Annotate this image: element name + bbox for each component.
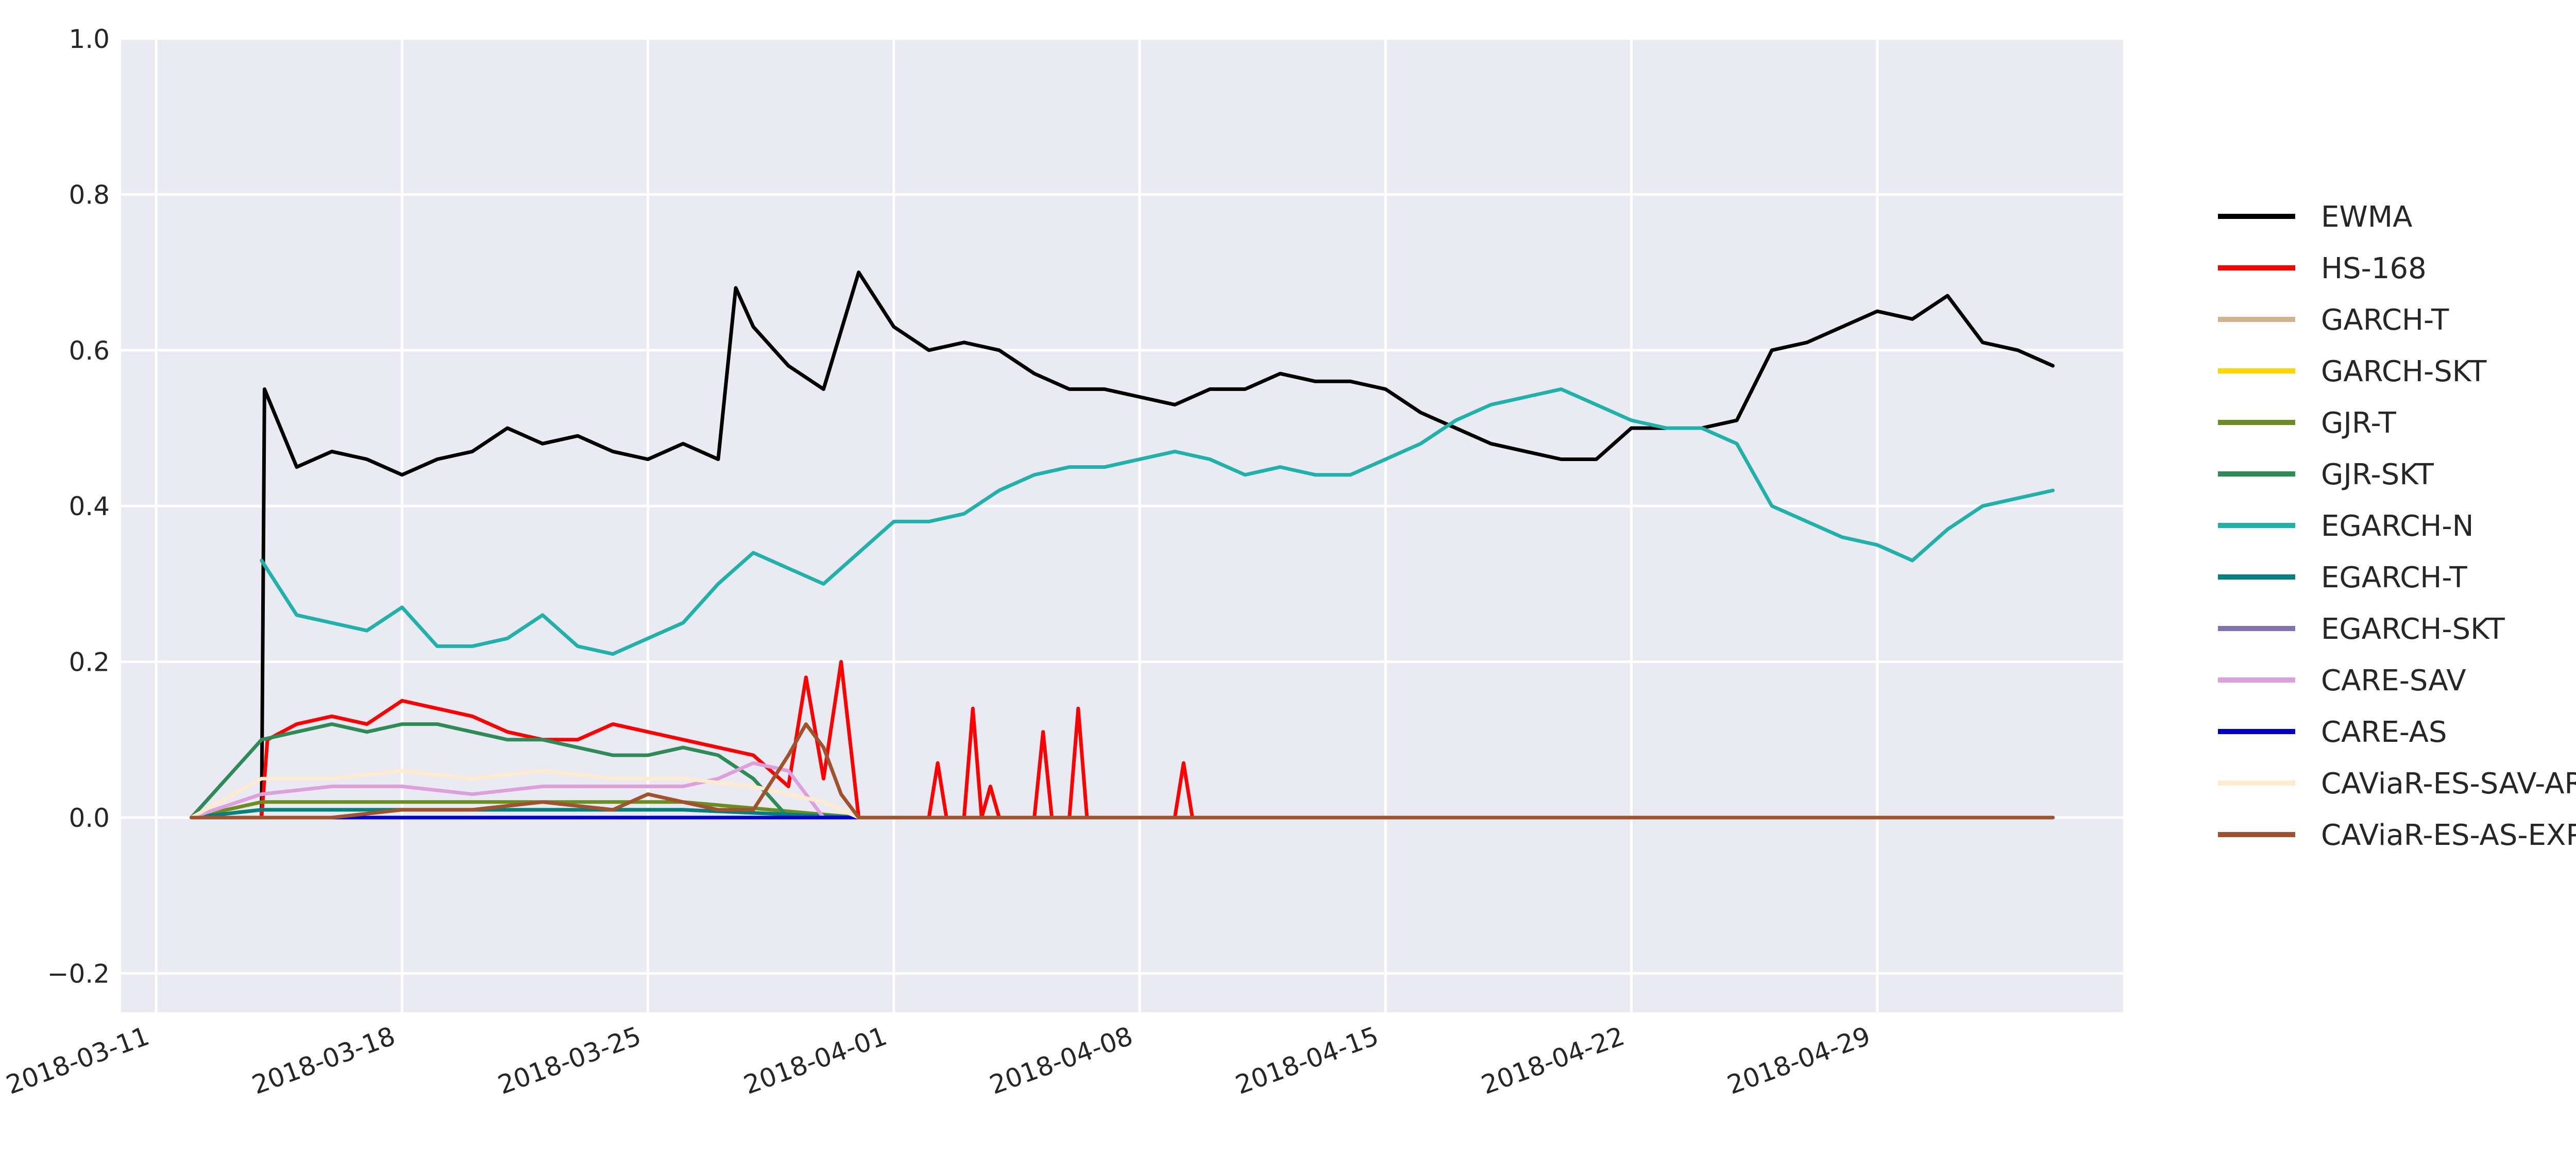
series-line-ewma — [189, 270, 2055, 820]
y-tick-label: 0.2 — [69, 648, 110, 677]
series-line-gjr-skt — [189, 722, 2055, 820]
series-lines — [189, 270, 2055, 820]
x-tick-label: 2018-04-01 — [740, 1021, 891, 1100]
legend-label: EGARCH-SKT — [2321, 613, 2505, 646]
y-tick-label: −0.2 — [47, 959, 110, 989]
x-tick-label: 2018-04-22 — [1478, 1021, 1629, 1100]
plot-background — [121, 39, 2123, 1012]
y-tick-label: 1.0 — [69, 24, 110, 54]
legend-label: GARCH-T — [2321, 303, 2449, 337]
x-tick-label: 2018-04-15 — [1232, 1021, 1383, 1100]
x-tick-label: 2018-03-18 — [248, 1021, 399, 1100]
x-tick-label: 2018-04-08 — [986, 1021, 1137, 1100]
y-tick-label: 0.6 — [69, 336, 110, 366]
y-tick-label: 0.0 — [69, 803, 110, 833]
legend-label: CAViaR-ES-SAV-AR — [2321, 767, 2576, 801]
legend-label: GJR-SKT — [2321, 458, 2434, 491]
legend-label: HS-168 — [2321, 252, 2427, 285]
grid — [121, 37, 2123, 1012]
x-axis-ticks: 2018-03-11 2018-03-18 2018-03-25 2018-04-01… — [2, 1021, 1874, 1100]
legend-label: GJR-T — [2321, 406, 2397, 440]
legend-label: EWMA — [2321, 200, 2412, 234]
y-tick-label: 0.8 — [69, 180, 110, 210]
y-axis-ticks: −0.2 0.0 0.2 0.4 0.6 0.8 1.0 — [47, 24, 110, 989]
legend-label: CARE-SAV — [2321, 664, 2466, 698]
legend: EWMA HS-168 GARCH-T GARCH-SKT GJR-T GJR-SKT EG… — [2218, 200, 2576, 852]
legend-label: GARCH-SKT — [2321, 355, 2487, 388]
series-line-caviar-es-as-exp — [189, 722, 2055, 820]
legend-label: EGARCH-N — [2321, 509, 2474, 543]
x-tick-label: 2018-03-11 — [2, 1021, 153, 1100]
x-tick-label: 2018-03-25 — [494, 1021, 645, 1100]
series-line-caviar-es-sav-ar — [189, 769, 2055, 820]
legend-label: CAViaR-ES-AS-EXP — [2321, 819, 2576, 852]
legend-label: EGARCH-T — [2321, 561, 2467, 595]
legend-label: CARE-AS — [2321, 716, 2447, 749]
y-tick-label: 0.4 — [69, 491, 110, 521]
series-line-care-sav — [189, 761, 2055, 820]
x-tick-label: 2018-04-29 — [1723, 1021, 1874, 1100]
series-line-egarch-n — [260, 387, 2055, 656]
